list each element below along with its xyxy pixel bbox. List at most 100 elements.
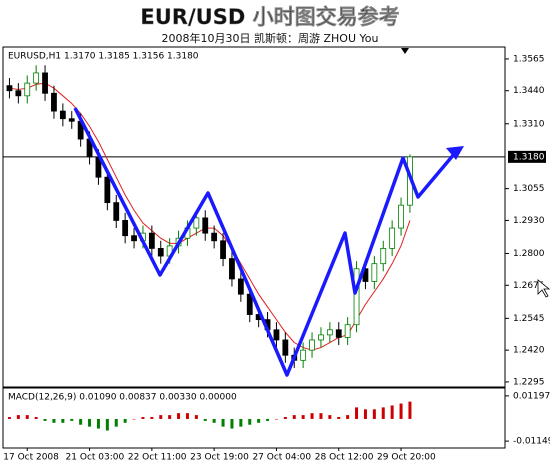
candle-body [389,227,396,249]
x-tick-label: 28 Oct 12:00 [315,453,374,463]
y-tick-label: 1.2800 [513,249,545,259]
candle-body [157,248,164,257]
candle-body [15,90,22,97]
candle-body [42,72,48,94]
macd-bar [381,407,385,419]
candle-body [68,118,75,122]
macd-bar [283,417,287,419]
y-tick-label: 1.2420 [513,346,545,356]
candle-body [51,92,57,112]
candle-body [113,202,120,221]
macd-bar [301,415,305,419]
macd-bar [248,418,252,425]
x-tick-label: 22 Oct 11:00 [128,453,187,463]
annotation-zigzag [73,107,457,377]
macd-bar [185,413,189,419]
macd-bar [132,418,136,420]
macd-bar [212,418,216,423]
candle-body [33,72,40,84]
candle-body [24,82,31,97]
macd-bar [408,401,412,419]
macd-label: MACD(12,26,9) 0.01090 0.00837 0.00330 0.… [8,393,237,403]
macd-bar [310,413,314,419]
candle-body [353,268,360,326]
marks: 1.3565 1.3440 1.3310 1.3055 1.2930 1.2800 1.26… [3,54,550,463]
macd-bar [123,418,127,423]
candle-body [318,334,324,341]
macd-bar [337,417,341,419]
macd-bar [7,417,11,419]
candle-body [220,240,226,259]
macd-bar [114,418,118,427]
chart-label: EURUSD,H1 1.3170 1.3185 1.3156 1.3180 [8,52,199,62]
candle-body [229,258,235,280]
macd-bar [203,418,207,421]
y-tick-label: 1.2545 [513,314,545,324]
macd-bar [230,418,234,429]
macd-bar [372,409,376,419]
current-price-label: 1.3180 [513,152,545,162]
macd-bar [194,415,198,419]
macd-bar [52,418,56,423]
candle-body [59,110,66,120]
y-tick-label: 1.3055 [513,184,545,194]
candle-body [371,263,378,282]
macd-bar [239,418,243,427]
candle-body [335,329,342,338]
macd-panel [2,387,506,449]
candle-body [246,293,253,315]
y-tick-label: 0.01197 [513,391,550,401]
macd-bar [177,413,181,419]
macd-bar [363,409,367,419]
y-tick-label: 1.3440 [513,86,545,96]
candle-body [237,278,244,295]
candle-body [344,324,351,338]
macd-bar [25,415,29,419]
candle-body [380,248,387,265]
x-tick-label: 17 Oct 2008 [3,453,59,463]
macd-bar [274,418,278,420]
x-tick-label: 21 Oct 03:00 [66,453,125,463]
chart-title: EUR/USD 小时图交易参考 [140,5,399,29]
y-tick-label: 1.2930 [513,216,545,226]
moving-average [9,82,411,351]
candle-body [300,349,307,361]
candle-body [193,217,200,229]
macd-bar [266,418,270,421]
candle-body [131,235,137,242]
cursor [537,279,550,298]
macd-bar [79,418,83,425]
macd-bar [168,415,172,419]
macd-bar [159,415,163,419]
macd-bar [105,418,109,431]
candle-body [273,329,280,341]
macd-bar [16,415,20,419]
macd-bar [96,418,100,429]
macd-bar [399,403,403,419]
macd-bar [292,415,296,419]
annotation-arrowhead [446,146,464,160]
candle-body [211,232,218,242]
main-panel [2,46,506,388]
candle-body [6,85,13,92]
candle-body [148,232,155,249]
macd-bar [257,418,261,423]
y-tick-label: 1.3310 [513,119,545,129]
x-tick-label: 27 Oct 04:00 [252,453,311,463]
y-tick-label: -0.01149 [513,437,550,447]
x-tick-label: 29 Oct 20:00 [377,453,436,463]
y-tick-label: 1.3565 [513,54,545,64]
macd-bar [43,418,47,421]
macd-bar [355,407,359,419]
candle-body [326,329,333,336]
macd-bar [88,418,92,427]
y-tick-label: 1.2295 [513,377,545,387]
candle-body [104,176,111,204]
time-marker [401,48,409,54]
candle-body [282,339,289,356]
macd-bar [34,417,38,419]
macd-bar [328,415,332,419]
macd-bar [319,413,323,419]
macd-bar [70,418,74,421]
